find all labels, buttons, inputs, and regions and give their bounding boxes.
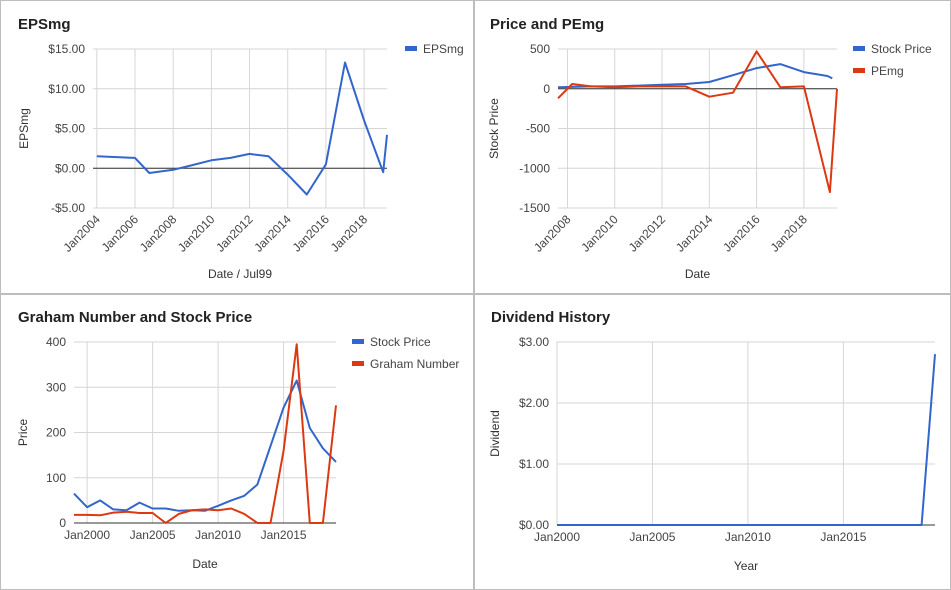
series-line-stock-price	[557, 63, 833, 89]
y-tick-label: 400	[46, 335, 66, 349]
legend-swatch	[853, 46, 865, 51]
x-axis-label: Year	[734, 559, 758, 573]
x-tick-label: Jan2015	[820, 530, 866, 544]
series-line-graham-number	[74, 343, 337, 524]
x-tick-label: Jan2016	[290, 212, 333, 255]
legend-swatch	[405, 46, 417, 51]
x-tick-label: Jan2014	[673, 212, 716, 255]
x-tick-label: Jan2015	[261, 528, 307, 542]
legend-label: Graham Number	[370, 357, 459, 371]
y-tick-label: $15.00	[48, 42, 85, 56]
y-tick-label: $3.00	[519, 335, 549, 349]
x-tick-label: Jan2005	[629, 530, 675, 544]
x-tick-label: Jan2000	[64, 528, 110, 542]
eps-panel: EPSmg -$5.00 $0.00 $5.00 $10.00 $15.00 Jan2004…	[0, 0, 474, 294]
x-tick-label: Jan2012	[626, 212, 669, 255]
legend-label: EPSmg	[423, 42, 464, 56]
x-tick-label: Jan2000	[534, 530, 580, 544]
graham-chart: Graham Number and Stock Price 0 100 200 300 4…	[16, 309, 459, 571]
x-tick-label: Jan2016	[720, 212, 763, 255]
x-tick-label: Jan2010	[175, 212, 218, 255]
x-axis-label: Date	[685, 267, 711, 281]
legend-label: Stock Price	[871, 42, 932, 56]
x-tick-label: Jan2006	[99, 212, 142, 255]
x-tick-label: Jan2018	[328, 212, 371, 255]
y-tick-label: $5.00	[55, 122, 85, 136]
y-tick-label: -1500	[519, 201, 550, 215]
x-tick-label: Jan2008	[531, 212, 574, 255]
series-line-epsmg	[96, 61, 388, 196]
x-tick-label: Jan2004	[60, 212, 103, 255]
legend-label: Stock Price	[370, 335, 431, 349]
y-tick-label: $2.00	[519, 396, 549, 410]
dividend-chart: Dividend History $0.00 $1.00 $2.00 $3.00 Jan2…	[488, 309, 936, 573]
y-axis-label: EPSmg	[17, 108, 31, 149]
x-tick-label: Jan2010	[578, 212, 621, 255]
series-line-stock-price	[73, 379, 337, 512]
x-tick-label: Jan2010	[195, 528, 241, 542]
x-tick-label: Jan2010	[725, 530, 771, 544]
y-tick-label: $1.00	[519, 457, 549, 471]
series-line-dividend	[557, 354, 936, 526]
x-tick-label: Jan2014	[251, 212, 294, 255]
x-tick-label: Jan2005	[130, 528, 176, 542]
legend-swatch	[352, 339, 364, 344]
chart-title: Dividend History	[491, 309, 611, 326]
series-line-pemg	[557, 50, 838, 194]
y-tick-label: $0.00	[519, 518, 549, 532]
legend-swatch	[853, 68, 865, 73]
legend-label: PEmg	[871, 64, 904, 78]
x-tick-label: Jan2018	[768, 212, 811, 255]
chart-title: Price and PEmg	[490, 16, 604, 33]
x-tick-label: Jan2012	[213, 212, 256, 255]
y-tick-label: 100	[46, 471, 66, 485]
pe-panel: Price and PEmg -1500 -1000 -500 0 500 Jan2008 J…	[474, 0, 951, 294]
y-tick-label: 300	[46, 380, 66, 394]
legend-swatch	[352, 361, 364, 366]
chart-title: Graham Number and Stock Price	[18, 309, 252, 326]
y-axis-label: Stock Price	[487, 98, 501, 159]
y-tick-label: -500	[526, 122, 550, 136]
x-axis-label: Date	[192, 557, 218, 571]
eps-chart: EPSmg -$5.00 $0.00 $5.00 $10.00 $15.00 Jan2004…	[17, 16, 464, 281]
chart-title: EPSmg	[18, 16, 71, 33]
y-tick-label: $0.00	[55, 161, 85, 175]
graham-panel: Graham Number and Stock Price 0 100 200 300 4…	[0, 294, 474, 590]
y-tick-label: 0	[59, 516, 66, 530]
dividend-panel: Dividend History $0.00 $1.00 $2.00 $3.00 Jan2…	[474, 294, 951, 590]
y-tick-label: 200	[46, 426, 66, 440]
y-tick-label: 0	[543, 82, 550, 96]
x-tick-label: Jan2008	[137, 212, 180, 255]
y-tick-label: 500	[530, 42, 550, 56]
y-axis-label: Dividend	[488, 410, 502, 457]
x-axis-label: Date / Jul99	[208, 267, 272, 281]
y-tick-label: -1000	[519, 161, 550, 175]
y-axis-label: Price	[16, 419, 30, 447]
y-tick-label: -$5.00	[51, 201, 85, 215]
y-tick-label: $10.00	[48, 82, 85, 96]
